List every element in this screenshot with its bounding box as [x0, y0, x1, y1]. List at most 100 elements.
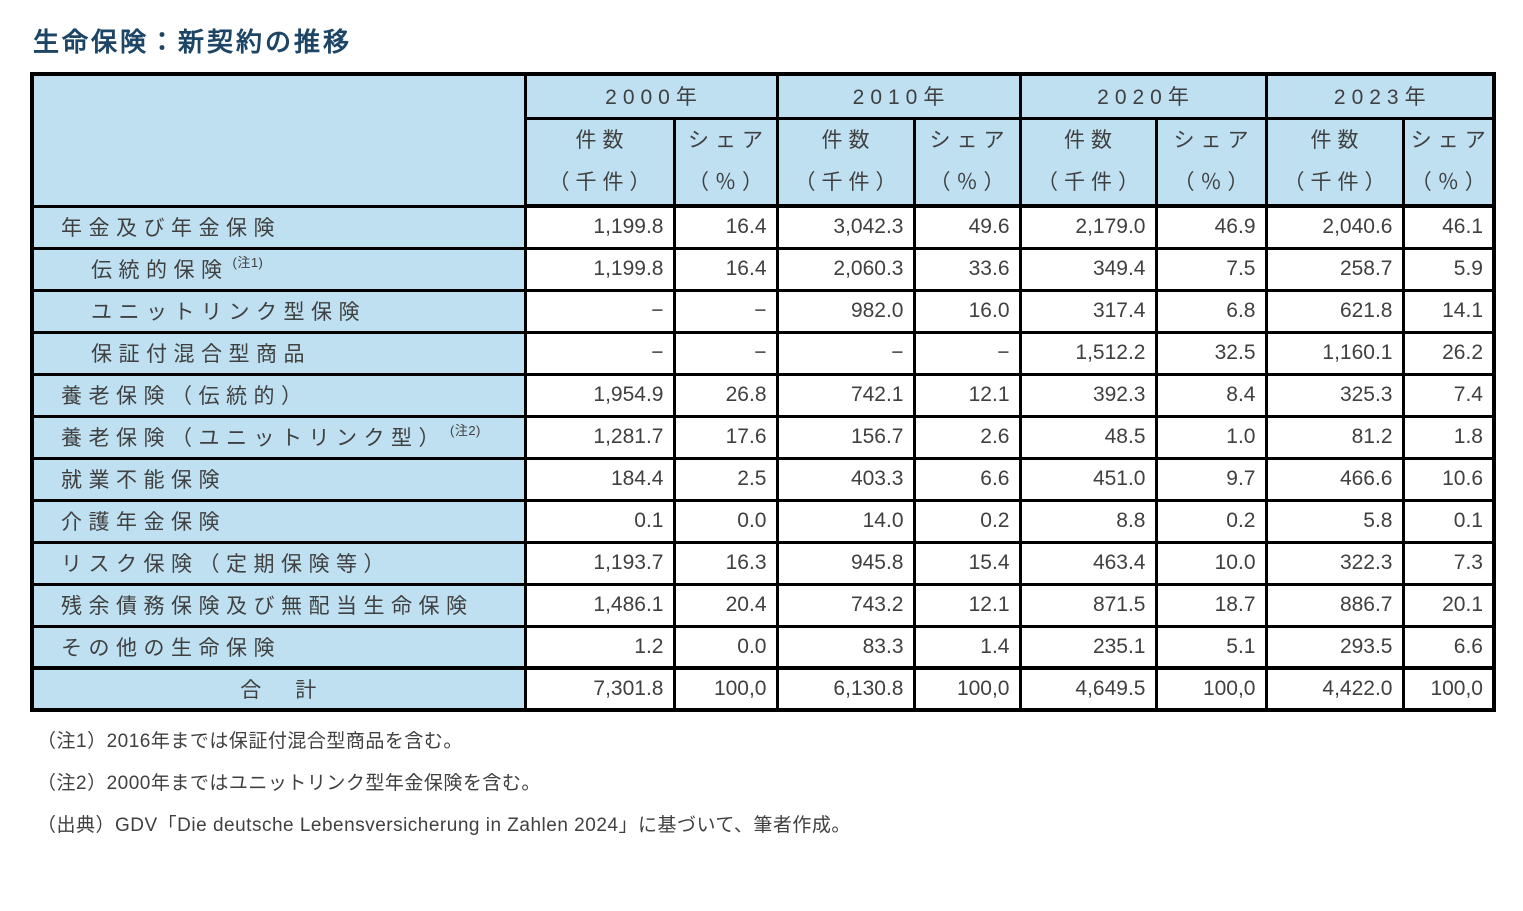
share-header-label: シェア: [1410, 128, 1492, 152]
share-cell: 15.4: [912, 540, 1022, 586]
count-cell: 1,954.9: [523, 372, 676, 418]
row-label-text: 年金及び年金保険: [61, 217, 281, 240]
count-cell: 317.4: [1018, 288, 1158, 334]
count-cell: 235.1: [1018, 624, 1158, 670]
count-header-unit: （千件）: [794, 170, 903, 194]
row-label-text: 養老保険（伝統的）: [61, 385, 309, 408]
share-cell: 26.8: [672, 372, 779, 418]
share-cell: 49.6: [912, 204, 1022, 250]
count-cell: 466.6: [1264, 456, 1405, 502]
year-header-2023: 2023年: [1264, 72, 1496, 120]
count-cell: 403.3: [775, 456, 916, 502]
share-cell: 100,0: [912, 666, 1022, 712]
row-label-text: 養老保険（ユニットリンク型）: [61, 427, 446, 450]
share-cell: 0.0: [672, 624, 779, 670]
share-header-label: シェア: [1173, 128, 1255, 152]
row-label: リスク保険（定期保険等）: [30, 540, 527, 586]
count-header-unit: （千件）: [1037, 170, 1145, 194]
count-cell: 1,160.1: [1264, 330, 1405, 376]
total-row: 合 計 7,301.8 100,0 6,130.8 100,0 4,649.5 100,0 4…: [30, 666, 1496, 712]
row-label: 介護年金保険: [30, 498, 527, 544]
count-cell: 1,281.7: [523, 414, 676, 460]
count-cell: 1,512.2: [1018, 330, 1158, 376]
count-header: 件数 （千件）: [775, 116, 916, 208]
count-cell: 156.7: [775, 414, 916, 460]
count-cell: 2,179.0: [1018, 204, 1158, 250]
share-cell: −: [912, 330, 1022, 376]
share-cell: 5.9: [1401, 246, 1496, 292]
count-header-label: 件数: [1310, 128, 1365, 152]
share-header-unit: （％）: [1173, 170, 1255, 194]
count-cell: 3,042.3: [775, 204, 916, 250]
table-row: リスク保険（定期保険等） 1,193.7 16.3 945.8 15.4 463.4 10.…: [30, 540, 1496, 586]
share-cell: 16.4: [672, 204, 779, 250]
share-cell: 2.5: [672, 456, 779, 502]
share-header: シェア （％）: [1401, 116, 1496, 208]
count-cell: 1,193.7: [523, 540, 676, 586]
share-header-unit: （％）: [929, 170, 1011, 194]
share-cell: 6.6: [1401, 624, 1496, 670]
table-row: 介護年金保険 0.1 0.0 14.0 0.2 8.8 0.2 5.8 0.1: [30, 498, 1496, 544]
share-cell: 0.1: [1401, 498, 1496, 544]
footnote-marker: (注2): [450, 423, 481, 438]
count-cell: 4,649.5: [1018, 666, 1158, 712]
share-cell: 8.4: [1154, 372, 1268, 418]
share-header-label: シェア: [929, 128, 1011, 152]
table-row: ユニットリンク型保険 − −982.0 16.0 317.4 6.8 621.8 14.1: [30, 288, 1496, 334]
row-label: 就業不能保険: [30, 456, 527, 502]
count-cell: 451.0: [1018, 456, 1158, 502]
share-cell: 100,0: [672, 666, 779, 712]
count-header-label: 件数: [1064, 128, 1118, 152]
count-cell: 743.2: [775, 582, 916, 628]
count-cell: 293.5: [1264, 624, 1405, 670]
count-cell: 322.3: [1264, 540, 1405, 586]
share-cell: −: [672, 288, 779, 334]
source-note: （出典）GDV「Die deutsche Lebensversicherung …: [37, 815, 851, 836]
page-title: 生命保険：新契約の推移: [33, 27, 353, 57]
share-cell: 16.3: [672, 540, 779, 586]
share-cell: 100,0: [1401, 666, 1496, 712]
share-header: シェア （％）: [912, 116, 1022, 208]
table-row: 保証付混合型商品 − − − −1,512.2 32.5 1,160.1 26.2: [30, 330, 1496, 376]
total-row-label: 合 計: [30, 666, 527, 712]
share-cell: 7.4: [1401, 372, 1496, 418]
row-label: 養老保険（伝統的）: [30, 372, 527, 418]
row-label: 残余債務保険及び無配当生命保険: [30, 582, 527, 628]
share-cell: 10.6: [1401, 456, 1496, 502]
share-cell: 16.4: [672, 246, 779, 292]
count-cell: 621.8: [1264, 288, 1405, 334]
share-cell: 2.6: [912, 414, 1022, 460]
share-cell: 20.1: [1401, 582, 1496, 628]
row-label-text: 残余債務保険及び無配当生命保険: [61, 595, 474, 618]
share-header-unit: （％）: [688, 170, 769, 194]
share-cell: 5.1: [1154, 624, 1268, 670]
share-cell: 0.2: [912, 498, 1022, 544]
share-cell: 12.1: [912, 582, 1022, 628]
count-cell: 2,060.3: [775, 246, 916, 292]
row-label: 伝統的保険 (注1): [30, 246, 527, 292]
count-cell: 392.3: [1018, 372, 1158, 418]
count-cell: 349.4: [1018, 246, 1158, 292]
row-label-text: 保証付混合型商品: [91, 343, 311, 366]
share-cell: 0.2: [1154, 498, 1268, 544]
row-label: 年金及び年金保険: [30, 204, 527, 250]
count-cell: 463.4: [1018, 540, 1158, 586]
row-label-text: 介護年金保険: [61, 511, 226, 534]
share-header: シェア （％）: [1154, 116, 1268, 208]
count-header-label: 件数: [575, 128, 630, 152]
count-cell: 945.8: [775, 540, 916, 586]
count-cell: 5.8: [1264, 498, 1405, 544]
share-cell: 18.7: [1154, 582, 1268, 628]
count-cell: 8.8: [1018, 498, 1158, 544]
footnotes: （注1）2016年までは保証付混合型商品を含む。 （注2）2000年まではユニッ…: [37, 726, 1495, 837]
count-cell: 48.5: [1018, 414, 1158, 460]
count-header: 件数 （千件）: [1264, 116, 1405, 208]
count-header: 件数 （千件）: [523, 116, 676, 208]
count-cell: 871.5: [1018, 582, 1158, 628]
share-cell: 6.8: [1154, 288, 1268, 334]
count-header-unit: （千件）: [1283, 170, 1392, 194]
share-header-unit: （％）: [1410, 170, 1492, 194]
year-header-2010: 2010年: [775, 72, 1022, 120]
count-header-unit: （千件）: [548, 170, 657, 194]
